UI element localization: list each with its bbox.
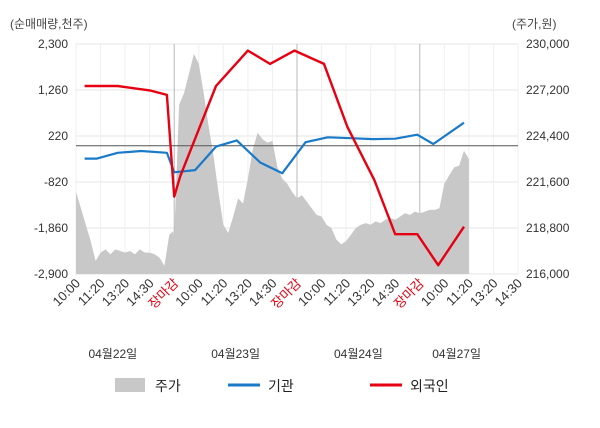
date-labels: 04월22일 04월23일 04월24일 04월27일 <box>88 347 481 361</box>
legend: 주가 기관 외국인 <box>115 378 449 394</box>
left-axis-tick-label: 220 <box>48 129 68 143</box>
x-tick-label: 13:20 <box>344 276 378 310</box>
legend-foreigner-label: 외국인 <box>410 378 449 394</box>
legend-institution-label: 기관 <box>268 378 294 394</box>
foreigner-line <box>84 49 465 267</box>
legend-price-swatch <box>115 378 145 392</box>
date-label: 04월27일 <box>432 347 481 361</box>
date-label: 04월23일 <box>211 347 260 361</box>
institution-line <box>84 121 465 175</box>
right-axis-tick-label: 216,000 <box>526 267 570 281</box>
left-axis-tick-label: -820 <box>44 175 68 189</box>
net-trading-lines <box>84 49 465 267</box>
legend-price-label: 주가 <box>155 378 181 394</box>
x-tick-label: 10:00 <box>295 276 329 310</box>
x-tick-label: 13:20 <box>467 276 501 310</box>
left-axis-tick-label: -1,860 <box>34 221 68 235</box>
left-axis-tick-label: -2,900 <box>34 267 68 281</box>
price-area <box>76 53 469 275</box>
right-axis-tick-label: 221,600 <box>526 175 570 189</box>
right-axis-tick-label: 230,000 <box>526 37 570 51</box>
x-tick-label: 14:30 <box>492 276 526 310</box>
x-tick-label: 10:00 <box>172 276 206 310</box>
left-axis-unit-label: (순매매량,천주) <box>10 16 88 31</box>
price-area-series <box>76 53 469 275</box>
x-axis-ticks: 10:0011:2013:2014:30장마감10:0011:2013:2014… <box>50 275 526 311</box>
x-tick-label: 13:20 <box>99 276 133 310</box>
x-tick-label: 13:20 <box>221 276 255 310</box>
date-label: 04월24일 <box>334 347 383 361</box>
right-axis-tick-label: 227,200 <box>526 83 570 97</box>
right-axis-tick-label: 224,400 <box>526 129 570 143</box>
right-axis-tick-label: 218,800 <box>526 221 570 235</box>
left-axis-tick-label: 2,300 <box>38 37 68 51</box>
date-label: 04월22일 <box>88 347 137 361</box>
left-axis-ticks: 2,300 1,260 220 -820 -1,860 -2,900 <box>34 37 68 281</box>
right-axis-ticks: 230,000 227,200 224,400 221,600 218,800 216,0… <box>526 37 570 281</box>
x-tick-label: 10:00 <box>418 276 452 310</box>
right-axis-unit-label: (주가,원) <box>512 17 556 31</box>
left-axis-tick-label: 1,260 <box>38 83 68 97</box>
